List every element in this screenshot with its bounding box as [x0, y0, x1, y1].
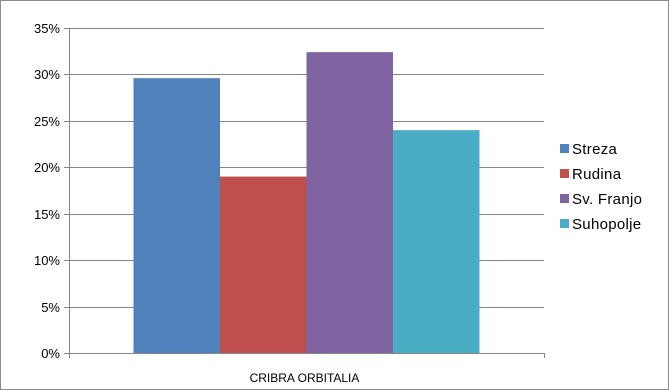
y-tick-label: 15%	[34, 207, 60, 222]
bars	[133, 52, 480, 354]
x-category-label: CRIBRA ORBITALIA	[250, 371, 360, 385]
legend-swatch	[560, 169, 569, 178]
y-tick-label: 10%	[34, 253, 60, 268]
bar-suhopolje	[393, 130, 480, 353]
legend-swatch	[560, 219, 569, 228]
y-tick-label: 0%	[41, 346, 60, 361]
bar-streza	[133, 78, 220, 354]
x-axis-category-labels: CRIBRA ORBITALIA	[250, 371, 360, 385]
legend-label: Suhopolje	[572, 216, 641, 233]
y-axis-tick-labels: 0% 5% 10% 15% 20% 25% 30% 35%	[34, 21, 60, 361]
legend: Streza Rudina Sv. Franjo Suhopolje	[560, 141, 642, 233]
legend-label: Streza	[572, 141, 618, 158]
bar-rudina	[220, 176, 307, 353]
bar-sv-franjo	[306, 52, 393, 354]
y-tick-label: 35%	[34, 21, 60, 36]
legend-swatch	[560, 194, 569, 203]
legend-label: Rudina	[572, 166, 622, 183]
y-tick-label: 5%	[41, 300, 60, 315]
axes	[69, 28, 545, 358]
y-tick-label: 25%	[34, 114, 60, 129]
legend-label: Sv. Franjo	[572, 191, 642, 208]
legend-swatch	[560, 144, 569, 153]
y-tick-label: 20%	[34, 160, 60, 175]
y-tick-label: 30%	[34, 67, 60, 82]
